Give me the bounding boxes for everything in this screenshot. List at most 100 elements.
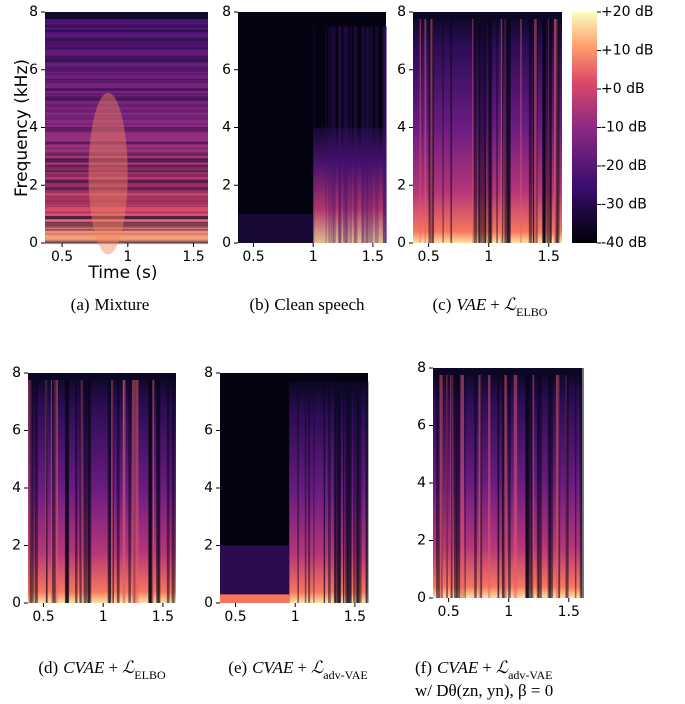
texture — [45, 222, 208, 225]
caption-part: (a) — [71, 295, 90, 314]
texture — [45, 29, 208, 32]
texture — [45, 93, 208, 96]
texture — [166, 373, 170, 603]
texture — [555, 368, 560, 598]
texture — [556, 12, 560, 243]
texture — [45, 105, 208, 108]
x-tick-label: 1.5 — [344, 609, 366, 625]
texture — [529, 368, 532, 598]
texture — [45, 183, 208, 186]
y-tick-label: 6 — [222, 62, 231, 78]
texture — [488, 368, 491, 598]
texture — [45, 198, 208, 202]
texture — [150, 373, 152, 603]
caption-part: CVAE — [437, 658, 479, 677]
texture — [361, 26, 365, 243]
y-tick-label: 0 — [29, 235, 38, 251]
caption-part: (f) — [415, 658, 432, 677]
texture — [45, 179, 208, 183]
texture — [565, 368, 569, 598]
caption-part: + — [108, 658, 118, 677]
x-tick-label: 1 — [123, 249, 132, 265]
caption-part: (b) — [250, 295, 270, 314]
texture — [531, 368, 533, 598]
texture — [45, 158, 208, 161]
y-tick-label: 6 — [397, 62, 406, 78]
caption-part: (c) — [433, 295, 452, 314]
texture — [45, 200, 208, 203]
texture — [45, 221, 208, 224]
texture — [45, 170, 208, 173]
texture — [45, 60, 208, 63]
texture — [45, 215, 208, 218]
texture — [500, 12, 503, 243]
texture — [533, 12, 537, 243]
texture — [342, 381, 345, 603]
texture — [349, 26, 352, 243]
texture — [45, 40, 208, 43]
texture — [446, 368, 448, 598]
texture — [501, 368, 506, 598]
texture — [45, 73, 208, 75]
spectrogram — [220, 373, 369, 603]
texture — [504, 368, 507, 598]
texture — [75, 373, 78, 603]
texture — [45, 79, 208, 81]
texture — [87, 373, 91, 603]
texture — [325, 26, 327, 243]
texture — [45, 175, 208, 178]
colorbar-tick-label: +10 dB — [601, 43, 654, 59]
texture — [345, 26, 348, 243]
texture — [45, 170, 208, 173]
x-tick-label: 1.5 — [558, 604, 580, 620]
texture — [45, 158, 208, 160]
texture — [128, 373, 131, 603]
y-tick-label: 6 — [12, 423, 21, 439]
texture — [45, 98, 208, 101]
texture — [45, 225, 208, 228]
caption-part: ELBO — [134, 668, 166, 682]
texture — [454, 368, 458, 598]
texture — [132, 373, 136, 603]
texture — [456, 368, 461, 598]
texture — [45, 158, 208, 161]
texture — [477, 12, 480, 243]
texture — [472, 12, 474, 243]
texture — [45, 167, 208, 171]
y-tick-label: 8 — [397, 4, 406, 20]
spectrogram — [238, 12, 387, 243]
caption-part: VAE — [456, 295, 487, 314]
texture — [313, 26, 315, 243]
x-tick-label: 1 — [291, 609, 300, 625]
x-tick-label: 1 — [99, 609, 108, 625]
texture — [45, 221, 208, 224]
texture — [344, 26, 349, 243]
texture — [489, 12, 493, 243]
texture — [45, 12, 208, 19]
texture — [45, 109, 208, 111]
caption-part: Clean speech — [274, 295, 365, 314]
colorbar-tick-label: +0 dB — [601, 81, 645, 97]
texture — [442, 12, 444, 243]
spectrogram — [413, 12, 562, 243]
texture — [549, 368, 553, 598]
texture — [28, 373, 176, 380]
texture — [369, 26, 374, 243]
texture — [497, 368, 500, 598]
texture — [450, 368, 453, 598]
texture — [220, 545, 290, 603]
texture — [45, 37, 208, 41]
texture — [45, 47, 208, 49]
y-tick-label: 8 — [29, 4, 38, 20]
texture — [45, 142, 208, 145]
texture — [330, 26, 335, 243]
x-tick-label: 0.5 — [417, 249, 439, 265]
texture — [45, 29, 208, 32]
caption-part: (e) — [228, 658, 247, 677]
texture — [361, 26, 365, 243]
y-tick-label: 8 — [417, 360, 426, 376]
texture — [56, 373, 59, 603]
texture — [502, 368, 504, 598]
texture — [479, 12, 483, 243]
texture — [480, 368, 483, 598]
